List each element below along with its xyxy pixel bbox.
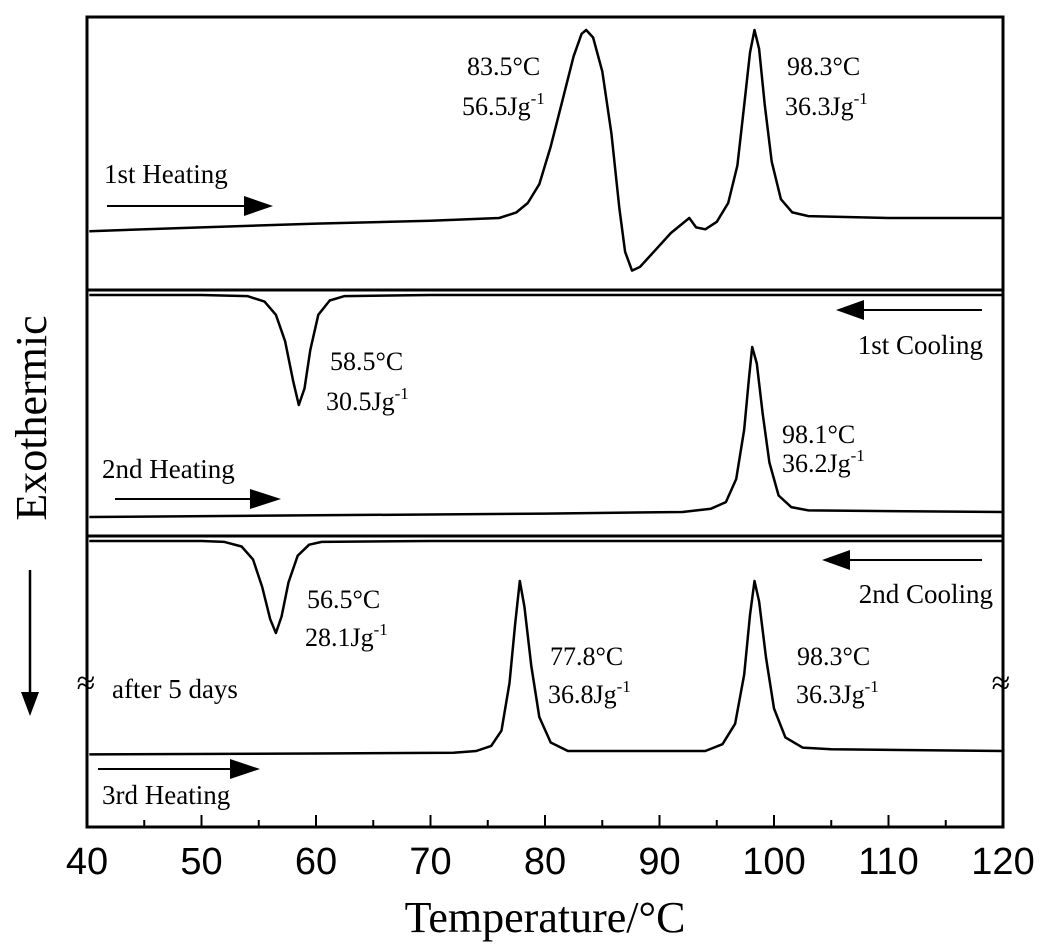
peak-5-enthalpy: 28.1Jg-1 (305, 620, 388, 652)
series-curve-2nd-cooling (89, 539, 1003, 635)
y-axis-arrowhead (21, 692, 39, 716)
series-curve-3rd-heating (89, 579, 1004, 756)
series-curve-2nd-heating (89, 345, 1004, 519)
axis-break-right: ≈ (992, 665, 1011, 702)
peak-6-temp: 77.8°C (550, 642, 623, 671)
x-tick-label: 120 (971, 841, 1034, 883)
x-tick-label: 70 (409, 841, 451, 883)
x-tick-label: 110 (858, 841, 919, 883)
x-tick-label: 80 (524, 841, 566, 883)
peak-1-enthalpy: 56.5Jg-1 (462, 89, 545, 121)
scan-label-2nd-heating: 2nd Heating (102, 454, 235, 484)
scan-label-3rd-heating: 3rd Heating (102, 780, 230, 810)
peak-5-temp: 56.5°C (307, 585, 380, 614)
arrowhead-1st-heating (244, 196, 273, 216)
series-curve-1st-heating (89, 28, 1003, 272)
x-tick-label: 50 (180, 841, 222, 883)
peak-3-temp: 58.5°C (330, 347, 403, 376)
x-axis-label: Temperature/°C (405, 893, 686, 942)
scan-label-2nd-cooling: 2nd Cooling (859, 579, 993, 609)
peak-6-enthalpy: 36.8Jg-1 (548, 677, 631, 709)
y-axis-label: Exothermic (7, 315, 56, 520)
x-ticks (86, 815, 1004, 827)
peak-4-temp: 98.1°C (782, 420, 855, 449)
peak-2-enthalpy: 36.3Jg-1 (785, 89, 868, 121)
peak-2-temp: 98.3°C (787, 52, 860, 81)
scan-label-1st-cooling: 1st Cooling (858, 330, 983, 360)
peak-3-enthalpy: 30.5Jg-1 (326, 384, 409, 416)
peak-1-temp: 83.5°C (467, 52, 540, 81)
plot-frame (85, 15, 1005, 829)
peak-7-enthalpy: 36.3Jg-1 (796, 677, 879, 709)
peak-4-enthalpy: 36.2Jg-1 (782, 446, 865, 478)
axis-break-left: ≈ (77, 665, 96, 702)
x-tick-label: 90 (638, 841, 680, 883)
arrowhead-2nd-heating (250, 489, 281, 509)
peak-7-temp: 98.3°C (797, 642, 870, 671)
note-after-5-days: after 5 days (112, 674, 238, 704)
arrowhead-3rd-heating (230, 759, 260, 779)
arrowhead-2nd-cooling (822, 550, 850, 570)
x-tick-label: 100 (742, 841, 805, 883)
curves-layer (89, 28, 1004, 756)
x-tick-labels: 40 50 60 70 80 90 100 110 120 (66, 841, 1035, 883)
scan-label-1st-heating: 1st Heating (104, 159, 228, 189)
arrowhead-1st-cooling (836, 300, 864, 320)
x-tick-label: 60 (295, 841, 337, 883)
x-tick-label: 40 (66, 841, 108, 883)
series-curve-1st-cooling (89, 293, 1003, 407)
